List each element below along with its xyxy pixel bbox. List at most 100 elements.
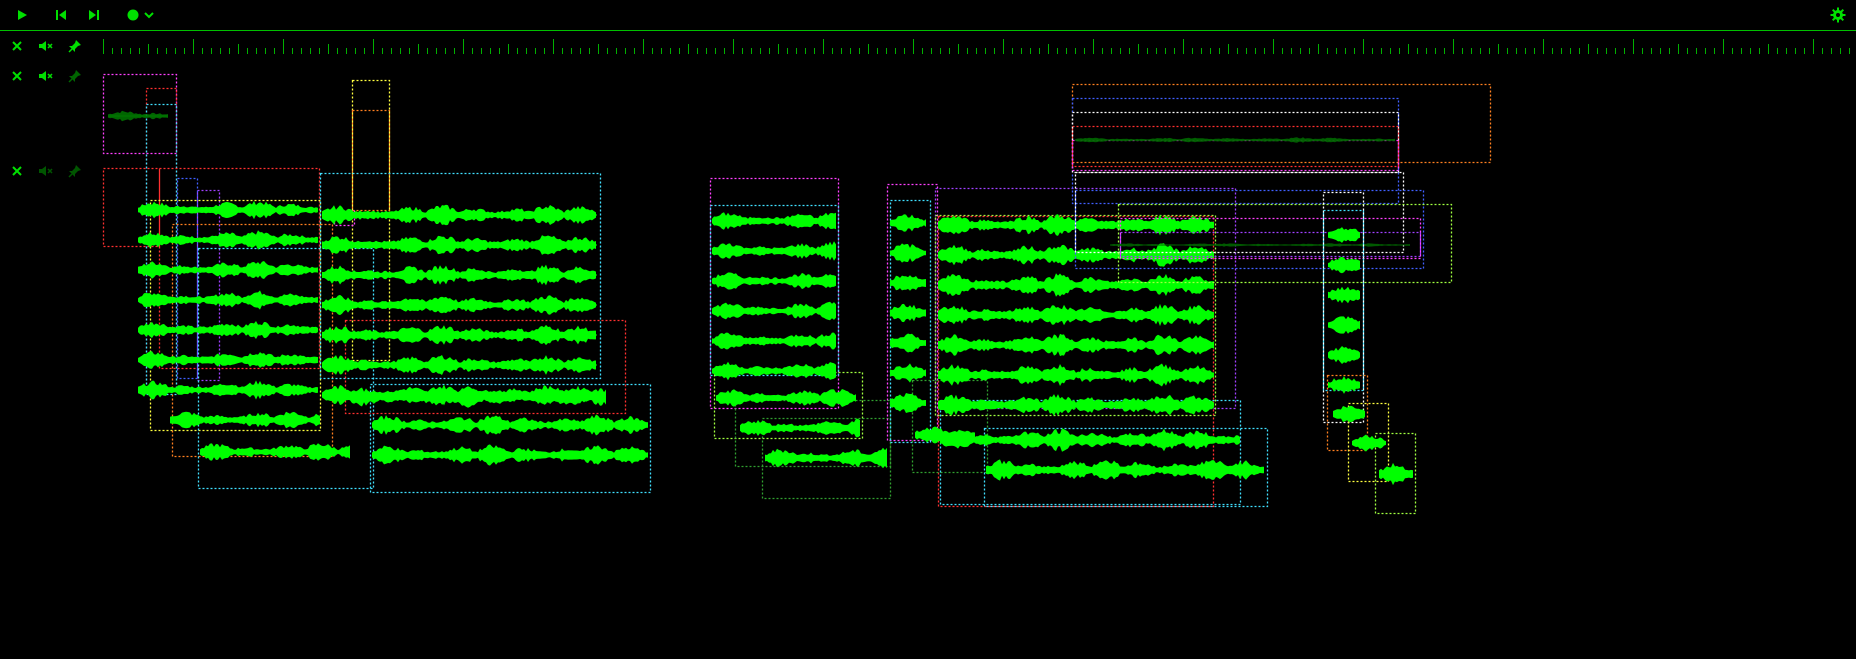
audio-clip[interactable] <box>934 214 1217 417</box>
skip-to-end-icon <box>89 10 99 20</box>
skip-to-start-button[interactable] <box>52 6 70 24</box>
audio-clip[interactable] <box>1074 171 1405 254</box>
waveform <box>712 332 836 350</box>
audio-clip[interactable] <box>1374 432 1417 515</box>
mute-track-button[interactable] <box>37 162 55 180</box>
mute-icon <box>39 41 53 51</box>
waveform <box>890 393 926 413</box>
waveform <box>1328 376 1360 394</box>
audio-clip[interactable] <box>351 109 391 212</box>
waveform <box>322 294 596 316</box>
track-controls-1 <box>0 34 100 58</box>
audio-clip[interactable] <box>911 379 989 474</box>
waveform <box>712 241 836 261</box>
audio-clip[interactable] <box>983 427 1269 508</box>
audio-clip[interactable] <box>197 247 375 490</box>
audio-clip[interactable] <box>709 204 840 377</box>
settings-button[interactable] <box>1829 6 1847 24</box>
play-button[interactable] <box>13 6 31 24</box>
waveform <box>1333 405 1365 423</box>
waveform <box>138 290 318 310</box>
audio-clip[interactable] <box>1117 203 1453 284</box>
waveform <box>138 261 318 279</box>
audio-clip[interactable] <box>1119 217 1422 260</box>
waveform <box>940 428 1240 452</box>
audio-clip[interactable] <box>937 215 1215 508</box>
audio-clip[interactable] <box>176 177 199 380</box>
waveform <box>322 235 596 255</box>
skip-to-start-icon <box>56 10 66 20</box>
audio-clip[interactable] <box>1071 111 1400 174</box>
audio-clip[interactable] <box>158 167 321 370</box>
audio-clip[interactable] <box>145 103 178 396</box>
waveform <box>1328 227 1360 243</box>
audio-clip[interactable] <box>734 399 892 468</box>
pin-icon <box>68 40 81 53</box>
waveform <box>1328 346 1360 364</box>
waveform <box>890 363 926 383</box>
audio-clip[interactable] <box>145 87 178 390</box>
audio-clip[interactable] <box>1322 191 1365 424</box>
audio-clip[interactable] <box>344 319 627 415</box>
track-controls-2 <box>0 64 100 88</box>
audio-clip[interactable] <box>1074 189 1425 270</box>
remove-track-button[interactable] <box>8 162 26 180</box>
audio-clip[interactable] <box>934 187 1237 410</box>
waveform <box>200 443 350 461</box>
audio-clip[interactable] <box>196 189 221 382</box>
audio-clip[interactable] <box>333 209 356 227</box>
audio-clip[interactable] <box>1347 402 1390 483</box>
audio-clip[interactable] <box>713 371 864 440</box>
audio-clip[interactable] <box>1071 125 1400 168</box>
waveform <box>346 386 606 408</box>
waveform <box>740 418 860 438</box>
audio-clip[interactable] <box>149 199 322 432</box>
audio-clip[interactable] <box>171 223 334 458</box>
audio-clip[interactable] <box>886 183 939 442</box>
close-icon <box>12 41 22 51</box>
audio-clip[interactable] <box>1071 139 1400 172</box>
remove-track-button[interactable] <box>8 37 26 55</box>
audio-clip[interactable] <box>1071 97 1400 205</box>
audio-clip[interactable] <box>319 172 602 380</box>
waveform <box>915 426 975 444</box>
record-icon <box>127 9 139 21</box>
audio-clip[interactable] <box>102 167 161 248</box>
audio-clip[interactable] <box>889 199 932 444</box>
audio-clip[interactable] <box>761 417 892 500</box>
close-icon <box>12 166 22 176</box>
audio-clip[interactable] <box>1322 209 1365 392</box>
waveform <box>1328 286 1360 304</box>
play-icon <box>18 10 27 20</box>
skip-to-end-button[interactable] <box>85 6 103 24</box>
audio-clip[interactable] <box>1071 83 1492 164</box>
audio-clip[interactable] <box>939 399 1242 506</box>
audio-clip[interactable] <box>1119 231 1422 258</box>
pin-icon <box>68 165 81 178</box>
audio-clip[interactable] <box>709 177 840 410</box>
waveform <box>1328 316 1360 334</box>
mute-track-button[interactable] <box>37 67 55 85</box>
waveform <box>890 275 926 291</box>
audio-clip[interactable] <box>369 383 652 494</box>
close-icon <box>12 71 22 81</box>
record-button[interactable] <box>126 6 156 24</box>
waveform <box>372 414 648 436</box>
track-controls-3 <box>0 159 100 183</box>
mute-icon <box>39 71 53 81</box>
pin-track-button[interactable] <box>66 67 84 85</box>
waveform <box>765 447 887 469</box>
waveform <box>170 411 320 429</box>
pin-track-button[interactable] <box>66 162 84 180</box>
timeline-ruler[interactable] <box>103 38 1856 56</box>
waveform <box>322 264 596 286</box>
audio-clip[interactable] <box>1326 374 1369 452</box>
audio-clip[interactable] <box>351 79 391 362</box>
remove-track-button[interactable] <box>8 67 26 85</box>
waveform <box>322 324 596 346</box>
audio-clip[interactable] <box>102 73 178 155</box>
waveform <box>1075 137 1395 143</box>
mute-track-button[interactable] <box>37 37 55 55</box>
pin-track-button[interactable] <box>66 37 84 55</box>
